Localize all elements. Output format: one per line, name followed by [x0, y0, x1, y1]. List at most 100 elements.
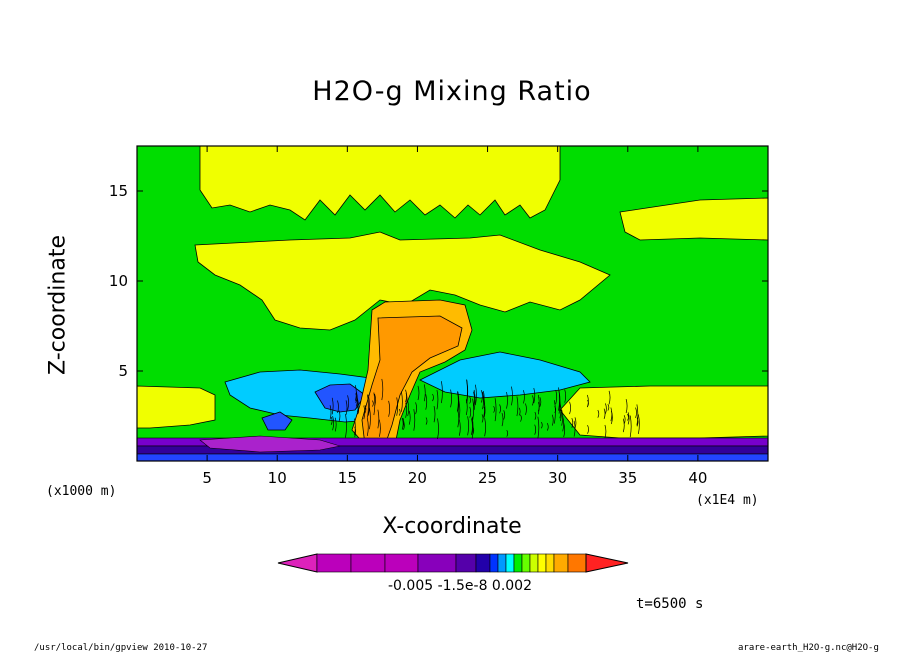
- contour-line: [554, 406, 557, 413]
- contour-orange-plume: [361, 315, 463, 446]
- contour-line: [539, 397, 542, 407]
- x-tick-label: 25: [478, 469, 498, 487]
- contour-line: [368, 394, 370, 416]
- contour-line: [398, 408, 401, 416]
- contour-line: [472, 426, 475, 435]
- contour-line: [533, 387, 536, 404]
- contour-line: [408, 410, 411, 425]
- contour-right-low-yellow: [559, 385, 768, 439]
- contour-line: [457, 391, 460, 413]
- contour-line: [374, 393, 376, 406]
- x-unit-left: (x1000 m): [46, 484, 117, 499]
- contour-right-yellow: [619, 197, 768, 241]
- axis-ticks: [137, 146, 768, 461]
- colorbar-segment: [567, 553, 587, 573]
- time-label: t=6500 s: [636, 596, 704, 612]
- colorbar-segment: [350, 553, 386, 573]
- x-tick-label: 40: [688, 469, 708, 487]
- colorbar-segment: [497, 553, 507, 573]
- contour-line: [388, 400, 390, 417]
- contour-line: [537, 394, 540, 415]
- contour-line: [363, 405, 366, 420]
- contour-line: [558, 387, 560, 411]
- contour-line: [377, 409, 380, 429]
- contour-line: [423, 384, 426, 402]
- contour-upper-yellow: [199, 146, 561, 221]
- contour-line: [511, 386, 513, 406]
- contour-line: [481, 414, 484, 423]
- contour-line: [622, 418, 625, 433]
- contour-line: [587, 394, 589, 408]
- contour-line: [537, 416, 540, 439]
- contour-line: [354, 418, 356, 436]
- contour-line: [569, 401, 571, 415]
- y-tick-label: 5: [118, 362, 128, 380]
- contour-line: [469, 396, 471, 404]
- contour-line: [540, 421, 543, 429]
- contour-line: [337, 400, 339, 414]
- contour-line: [471, 418, 473, 435]
- contour-line: [494, 398, 497, 422]
- contour-line: [330, 416, 333, 425]
- contour-line: [332, 416, 334, 431]
- contour-line: [338, 410, 341, 422]
- contour-line: [546, 422, 549, 431]
- contour-line: [483, 401, 486, 418]
- contour-line: [354, 426, 357, 438]
- colorbar-segment: [455, 553, 477, 573]
- x-tick-label: 5: [202, 469, 212, 487]
- contour-line: [413, 409, 416, 431]
- contour-line: [415, 402, 417, 415]
- contour-line: [379, 419, 381, 437]
- contour-line: [329, 405, 332, 420]
- contour-line: [331, 397, 334, 415]
- contour-line: [441, 381, 443, 404]
- contour-line: [636, 404, 639, 426]
- footer-left: /usr/local/bin/gpview 2010-10-27: [34, 643, 208, 653]
- contour-line: [623, 415, 626, 424]
- contour-line: [499, 404, 501, 414]
- contour-line: [401, 391, 403, 412]
- x-tick-label: 30: [548, 469, 568, 487]
- contour-line: [551, 414, 554, 426]
- colorbar-segment: [513, 553, 523, 573]
- contour-noise: [329, 378, 640, 440]
- contour-line: [607, 403, 610, 411]
- colorbar: [277, 553, 629, 573]
- contour-line: [364, 405, 367, 414]
- contour-line: [475, 384, 477, 406]
- colorbar-segment: [545, 553, 555, 573]
- contour-line: [345, 414, 347, 438]
- colorbar-segment: [384, 553, 419, 573]
- contour-line: [405, 402, 407, 418]
- contour-line: [432, 393, 434, 402]
- contour-line: [450, 389, 452, 408]
- contour-line: [560, 405, 562, 422]
- contour-line: [417, 385, 420, 401]
- contour-line: [425, 394, 428, 410]
- chart-title: H2O-g Mixing Ratio: [312, 76, 592, 107]
- contour-line: [347, 395, 349, 411]
- contour-line: [573, 420, 576, 437]
- contour-line: [587, 424, 589, 434]
- contour-line: [405, 392, 408, 405]
- contour-line: [433, 405, 436, 423]
- contour-line: [525, 403, 527, 415]
- contour-line: [367, 394, 369, 418]
- colorbar-segment: [489, 553, 499, 573]
- colorbar-segment: [475, 553, 491, 573]
- contour-line: [605, 403, 607, 414]
- contour-blue-small: [261, 411, 293, 431]
- contour-line: [366, 417, 369, 437]
- colorbar-segment: [529, 553, 539, 573]
- contour-line: [604, 424, 607, 439]
- contour-line: [558, 390, 561, 414]
- x-tick-label: 10: [267, 469, 287, 487]
- contour-line: [627, 413, 629, 421]
- contour-blue: [314, 383, 366, 413]
- contour-line: [555, 389, 558, 405]
- band-blue: [137, 453, 768, 461]
- contour-line: [503, 410, 506, 420]
- contour-line: [484, 417, 486, 437]
